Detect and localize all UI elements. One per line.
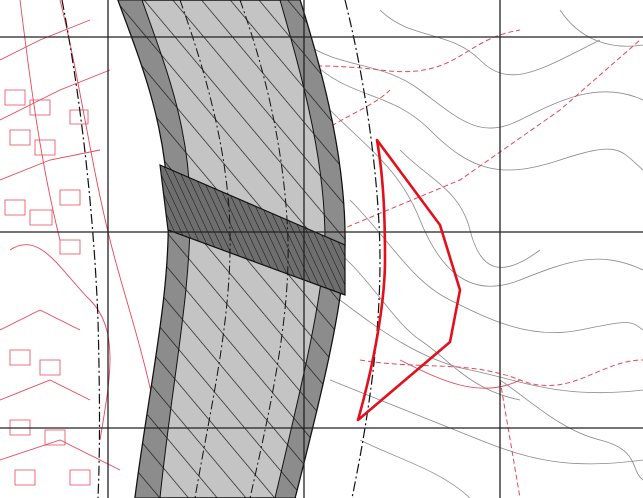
highlight-area (356, 138, 462, 422)
building-blocks (4, 89, 91, 486)
arcs (61, 0, 381, 498)
band-centerlines (179, 0, 289, 498)
roads (0, 0, 521, 498)
crossing-hatch (159, 164, 346, 296)
